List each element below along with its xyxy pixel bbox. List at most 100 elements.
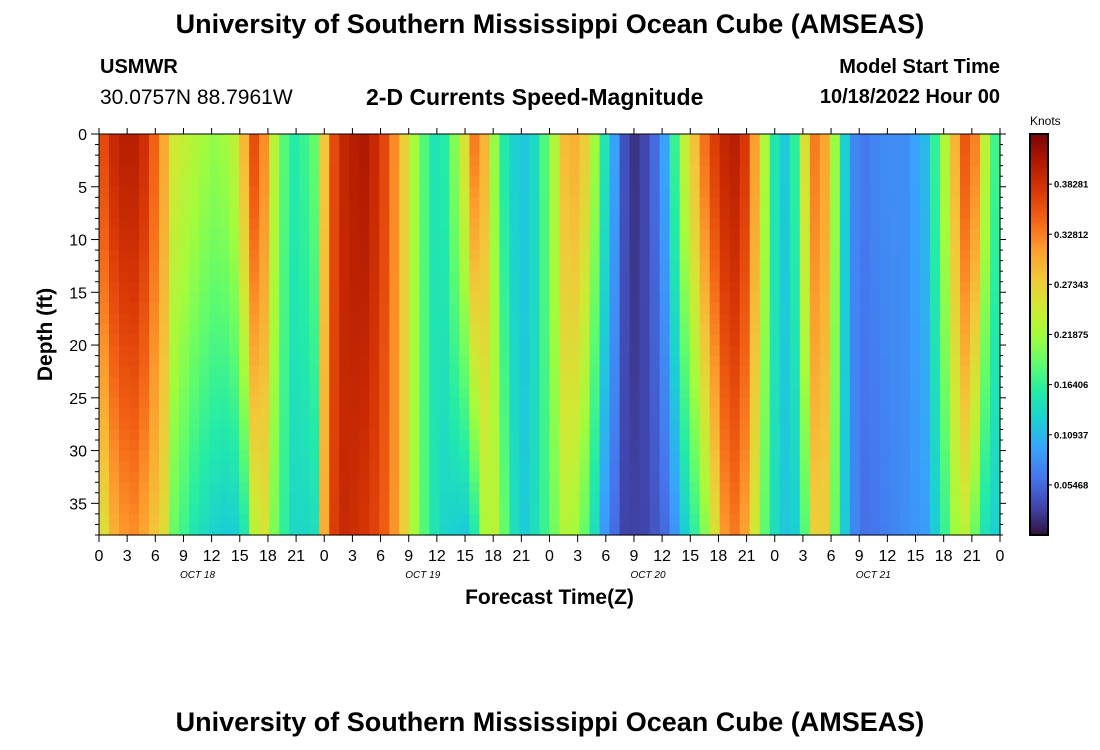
heatmap-cell bbox=[879, 323, 891, 336]
heatmap-cell bbox=[939, 440, 951, 452]
heatmap-cell bbox=[779, 239, 791, 251]
heatmap-cell bbox=[159, 134, 170, 146]
heatmap-cell bbox=[979, 492, 991, 504]
heatmap-cell bbox=[169, 207, 180, 220]
heatmap-cell bbox=[499, 461, 511, 473]
heatmap-cell bbox=[949, 260, 961, 272]
heatmap-cell bbox=[269, 450, 280, 462]
heatmap-cell bbox=[519, 134, 531, 146]
heatmap-cell bbox=[439, 228, 450, 241]
heatmap-cell bbox=[599, 292, 611, 304]
heatmap-cell bbox=[719, 313, 731, 325]
heatmap-cell bbox=[429, 176, 440, 188]
heatmap-cell bbox=[309, 271, 320, 283]
heatmap-cell bbox=[99, 450, 110, 462]
heatmap-cell bbox=[739, 524, 751, 536]
heatmap-cell bbox=[709, 376, 721, 388]
heatmap-cell bbox=[879, 471, 891, 483]
heatmap-cell bbox=[679, 218, 691, 230]
heatmap-cell bbox=[449, 376, 460, 388]
heatmap-cell bbox=[909, 397, 921, 409]
heatmap-cell bbox=[269, 144, 280, 156]
heatmap-cell bbox=[389, 292, 400, 304]
heatmap-cell bbox=[759, 186, 771, 198]
heatmap-cell bbox=[339, 471, 350, 483]
heatmap-cell bbox=[909, 207, 921, 220]
heatmap-cell bbox=[889, 450, 901, 462]
heatmap-cell bbox=[789, 292, 801, 304]
heatmap-cell bbox=[899, 366, 911, 378]
heatmap-cell bbox=[459, 440, 471, 452]
heatmap-cell bbox=[989, 471, 1001, 483]
heatmap-cell bbox=[959, 186, 971, 198]
heatmap-cell bbox=[879, 155, 891, 167]
heatmap-cell bbox=[269, 218, 280, 230]
heatmap-cell bbox=[109, 408, 120, 420]
heatmap-cell bbox=[209, 302, 220, 314]
heatmap-cell bbox=[749, 165, 761, 177]
heatmap-cell bbox=[159, 397, 170, 409]
heatmap-cell bbox=[219, 228, 230, 241]
heatmap-cell bbox=[679, 207, 691, 220]
heatmap-cell bbox=[539, 355, 551, 367]
x-tick-label: 15 bbox=[681, 548, 699, 565]
heatmap-cell bbox=[569, 176, 581, 188]
heatmap-cell bbox=[849, 260, 861, 272]
heatmap-cell bbox=[509, 503, 521, 515]
heatmap-cell bbox=[219, 239, 230, 251]
heatmap-cell bbox=[699, 408, 711, 420]
heatmap-cell bbox=[169, 366, 180, 378]
heatmap-cell bbox=[539, 387, 551, 399]
heatmap-cell bbox=[199, 239, 210, 251]
heatmap-cell bbox=[399, 450, 410, 462]
heatmap-cell bbox=[709, 144, 721, 156]
heatmap-cell bbox=[429, 461, 440, 473]
heatmap-cell bbox=[749, 239, 761, 251]
heatmap-cell bbox=[989, 155, 1001, 167]
heatmap-cell bbox=[649, 228, 661, 241]
heatmap-cell bbox=[179, 334, 190, 346]
heatmap-cell bbox=[299, 292, 310, 304]
heatmap-cell bbox=[899, 334, 911, 346]
heatmap-cell bbox=[219, 134, 230, 146]
heatmap-cell bbox=[819, 387, 831, 399]
heatmap-cell bbox=[729, 313, 741, 325]
heatmap-cell bbox=[299, 471, 310, 483]
heatmap-cell bbox=[449, 513, 460, 526]
heatmap-cell bbox=[159, 334, 170, 346]
heatmap-cell bbox=[789, 450, 801, 462]
heatmap-cell bbox=[769, 334, 781, 346]
heatmap-cell bbox=[159, 345, 170, 357]
heatmap-cell bbox=[169, 250, 180, 262]
heatmap-cell bbox=[359, 186, 370, 198]
heatmap-cell bbox=[909, 355, 921, 367]
heatmap-cell bbox=[769, 250, 781, 262]
heatmap-cell bbox=[399, 218, 410, 230]
heatmap-cell bbox=[909, 197, 921, 209]
heatmap-cell bbox=[669, 334, 681, 346]
heatmap-cell bbox=[269, 513, 280, 526]
heatmap-cell bbox=[319, 471, 330, 483]
heatmap-cell bbox=[419, 271, 430, 283]
heatmap-cell bbox=[249, 218, 260, 230]
heatmap-cell bbox=[909, 461, 921, 473]
heatmap-cell bbox=[859, 250, 871, 262]
heatmap-cell bbox=[439, 397, 450, 409]
heatmap-cell bbox=[699, 429, 711, 441]
heatmap-cell bbox=[129, 292, 140, 304]
heatmap-cell bbox=[109, 387, 120, 399]
heatmap-cell bbox=[689, 418, 701, 431]
heatmap-cell bbox=[919, 334, 931, 346]
heatmap-cell bbox=[859, 461, 871, 473]
heatmap-cell bbox=[189, 313, 200, 325]
heatmap-cell bbox=[519, 250, 531, 262]
heatmap-cell bbox=[349, 155, 360, 167]
heatmap-cell bbox=[99, 250, 110, 262]
heatmap-cell bbox=[419, 366, 430, 378]
heatmap-cell bbox=[129, 302, 140, 314]
heatmap-cell bbox=[559, 513, 571, 526]
heatmap-cell bbox=[359, 250, 370, 262]
heatmap-cell bbox=[909, 281, 921, 293]
heatmap-cell bbox=[479, 239, 491, 251]
heatmap-cell bbox=[599, 440, 611, 452]
